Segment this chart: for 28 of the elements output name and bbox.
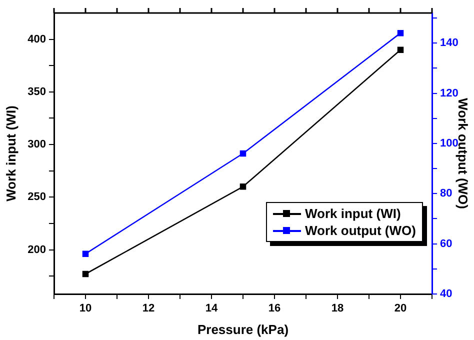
- y2-tick-label: 140: [440, 37, 458, 50]
- x-tick-label: 16: [268, 302, 281, 315]
- x-tick-label: 20: [394, 302, 407, 315]
- point: [397, 30, 404, 36]
- point: [82, 250, 89, 257]
- point: [397, 46, 404, 53]
- y-axis-title: Work input (WI): [3, 106, 18, 202]
- y2-tick-label: 100: [440, 137, 458, 150]
- point: [240, 150, 246, 157]
- x-tick-label: 12: [142, 302, 155, 315]
- y-tick-label: 400: [28, 33, 46, 46]
- legend-label: Work input (WI): [305, 205, 401, 222]
- y-tick-label: 200: [28, 244, 46, 256]
- x-tick-label: 10: [79, 302, 92, 315]
- point: [240, 184, 246, 190]
- y-tick-label: 250: [28, 191, 46, 204]
- y2-tick-label: 120: [440, 87, 458, 100]
- legend-label: Work output (WO): [305, 222, 416, 239]
- y2-tick-label: 60: [440, 238, 452, 250]
- y2-tick-label: 80: [440, 188, 452, 200]
- x-tick-label: 18: [331, 302, 344, 315]
- y-tick-label: 300: [28, 138, 46, 151]
- y2-axis-title: Work output (WO): [456, 98, 471, 209]
- point: [82, 270, 89, 278]
- x-axis-title: Pressure (kPa): [197, 322, 289, 337]
- x-tick-label: 14: [205, 302, 218, 315]
- y-tick-label: 350: [28, 86, 46, 98]
- y2-tick-label: 40: [440, 288, 452, 300]
